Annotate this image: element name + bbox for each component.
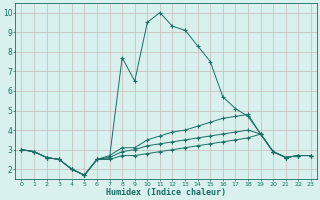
X-axis label: Humidex (Indice chaleur): Humidex (Indice chaleur) xyxy=(106,188,226,197)
